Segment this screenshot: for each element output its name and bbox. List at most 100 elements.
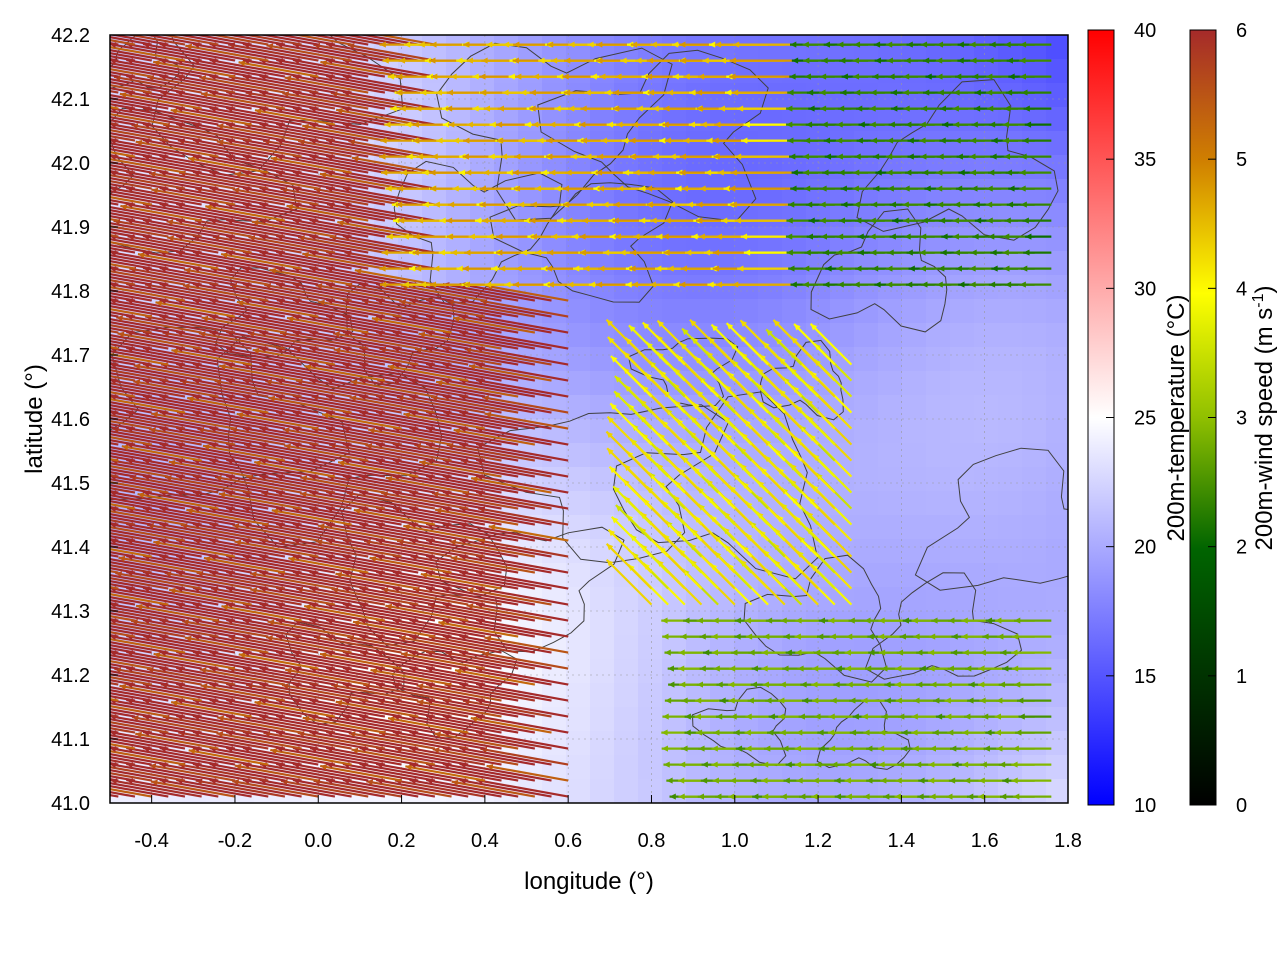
wind-arrow-shaft bbox=[226, 698, 319, 718]
wind-arrow-head bbox=[952, 761, 959, 768]
temperature-cell bbox=[1046, 131, 1068, 156]
wind-arrow-head bbox=[43, 314, 50, 320]
wind-arrow-head bbox=[93, 138, 100, 144]
wind-arrow-shaft bbox=[209, 698, 302, 718]
temperature-cell bbox=[566, 587, 591, 612]
wind-arrow-shaft bbox=[292, 762, 386, 782]
temperature-cell bbox=[926, 587, 951, 612]
wind-arrow-head bbox=[44, 746, 51, 752]
temperature-cell bbox=[686, 107, 711, 132]
temperature-cell bbox=[710, 779, 735, 803]
temperature-cell bbox=[974, 275, 999, 300]
wind-arrow-head bbox=[470, 716, 478, 723]
temperature-cell bbox=[1022, 371, 1047, 396]
temperature-cell bbox=[1046, 779, 1068, 803]
temperature-cell bbox=[686, 251, 711, 276]
wind-arrow-head bbox=[43, 170, 50, 176]
temperature-cell bbox=[902, 539, 927, 564]
wind-arrow-shaft bbox=[342, 762, 436, 782]
temperature-cell bbox=[902, 179, 927, 204]
temperature-cell bbox=[926, 659, 951, 684]
temperature-cell bbox=[446, 35, 471, 60]
wind-arrow-shaft bbox=[110, 742, 136, 750]
temperature-cell bbox=[590, 491, 615, 516]
wind-arrow-shaft bbox=[486, 764, 569, 782]
temperature-cell bbox=[494, 83, 519, 108]
temperature-cell bbox=[566, 683, 591, 708]
temperature-cell bbox=[878, 419, 903, 444]
wind-arrow-head bbox=[52, 380, 59, 386]
wind-arrow-head bbox=[93, 442, 100, 448]
temperature-cell bbox=[974, 227, 999, 252]
temperature-cell bbox=[806, 323, 831, 348]
wind-arrow-head bbox=[26, 730, 33, 736]
temperature-cell bbox=[830, 347, 855, 372]
temperature-cell bbox=[998, 467, 1023, 492]
wind-arrow-shaft bbox=[110, 762, 202, 782]
wind-arrow-shaft bbox=[232, 780, 319, 798]
wind-arrow-shaft bbox=[110, 758, 136, 766]
temperature-cell bbox=[950, 587, 975, 612]
wind-arrow-shaft bbox=[110, 569, 119, 574]
temperature-cell bbox=[854, 635, 879, 660]
temperature-cell bbox=[782, 587, 807, 612]
temperature-cell bbox=[782, 323, 807, 348]
wind-arrow-shaft bbox=[192, 714, 286, 734]
wind-arrow-head bbox=[666, 777, 673, 784]
wind-arrow-head bbox=[38, 684, 45, 690]
temperature-cell bbox=[662, 635, 687, 660]
temperature-cell bbox=[950, 131, 975, 156]
temperature-cell bbox=[926, 779, 951, 803]
temperature-cell bbox=[686, 779, 711, 803]
temperature-cell bbox=[926, 395, 951, 420]
temperature-cell bbox=[638, 251, 663, 276]
temperature-cell bbox=[878, 779, 903, 803]
wind-arrow-shaft bbox=[110, 707, 152, 718]
temperature-cell bbox=[638, 35, 663, 60]
temperature-cell bbox=[614, 131, 639, 156]
wind-arrow-shaft bbox=[178, 731, 269, 750]
temperature-cell bbox=[902, 491, 927, 516]
temperature-cell bbox=[998, 299, 1023, 324]
temperature-cell bbox=[902, 683, 927, 708]
temperature-cell bbox=[1046, 491, 1068, 516]
temperature-cell bbox=[446, 227, 471, 252]
temperature-cell bbox=[566, 371, 591, 396]
wind-arrow-head bbox=[26, 618, 33, 624]
wind-arrow-shaft bbox=[110, 697, 119, 702]
wind-arrow-head bbox=[26, 154, 33, 160]
temperature-cell bbox=[710, 611, 735, 636]
wind-arrow-shaft bbox=[394, 747, 486, 766]
temperature-cell bbox=[1046, 35, 1068, 60]
temperature-cell bbox=[998, 131, 1023, 156]
temperature-cell bbox=[806, 299, 831, 324]
temperature-cell bbox=[782, 611, 807, 636]
temperature-cell bbox=[1022, 83, 1047, 108]
temperature-cell bbox=[974, 131, 999, 156]
wind-arrow-head bbox=[43, 346, 50, 352]
wind-arrow-head bbox=[97, 619, 104, 625]
temperature-cell bbox=[758, 683, 783, 708]
temperature-cell bbox=[926, 515, 951, 540]
temperature-cell bbox=[614, 347, 639, 372]
wind-arrow-head bbox=[684, 729, 691, 736]
wind-arrow-shaft bbox=[462, 699, 552, 718]
temperature-cell bbox=[806, 659, 831, 684]
temperature-cell bbox=[662, 299, 687, 324]
wind-arrow-shaft bbox=[326, 746, 419, 766]
temperature-cell bbox=[734, 731, 759, 756]
wind-arrow-shaft bbox=[276, 714, 369, 734]
temperature-cell bbox=[542, 227, 567, 252]
wind-arrow-shaft bbox=[110, 733, 186, 750]
temperature-cell bbox=[806, 203, 831, 228]
temperature-cell bbox=[854, 443, 879, 468]
temperature-cell bbox=[614, 443, 639, 468]
wind-arrow-shaft bbox=[110, 752, 169, 766]
temperature-cell bbox=[854, 251, 879, 276]
wind-arrow-shaft bbox=[110, 701, 186, 718]
temperature-cell bbox=[902, 395, 927, 420]
temperature-cell bbox=[614, 179, 639, 204]
wind-arrow-head bbox=[869, 761, 876, 768]
wind-arrow-head bbox=[68, 652, 75, 658]
temperature-cell bbox=[710, 659, 735, 684]
